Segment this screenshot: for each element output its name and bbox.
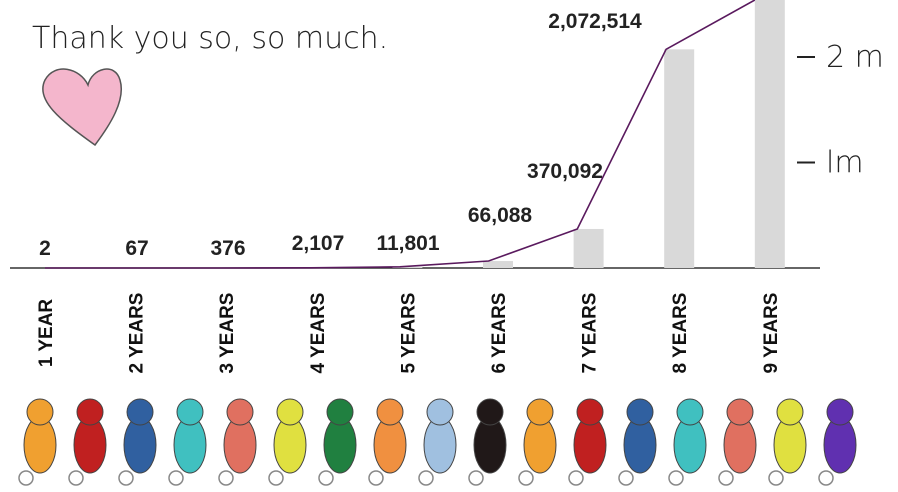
heart bbox=[42, 68, 122, 147]
cat-head bbox=[576, 398, 604, 426]
x-tick-label: 2 YEARS bbox=[127, 293, 148, 374]
cat-tail bbox=[618, 470, 634, 486]
x-tick-label: 1 YEAR bbox=[36, 299, 57, 368]
value-label: 376 bbox=[210, 237, 245, 260]
cat-head bbox=[826, 398, 854, 426]
message: Thank you so, so much. bbox=[32, 21, 388, 56]
cat-head bbox=[626, 398, 654, 426]
cat-head bbox=[26, 398, 54, 426]
cat-tail bbox=[668, 470, 684, 486]
trend-curve bbox=[45, 0, 756, 269]
cat-tail bbox=[368, 470, 384, 486]
cat-tail bbox=[18, 470, 34, 486]
cat-tail bbox=[768, 470, 784, 486]
cat-head bbox=[776, 398, 804, 426]
value-label: 67 bbox=[125, 237, 148, 260]
cat-tail bbox=[818, 470, 834, 486]
cat-head bbox=[326, 398, 354, 426]
cat-tail bbox=[268, 470, 284, 486]
cat-head bbox=[276, 398, 304, 426]
cat-head bbox=[476, 398, 504, 426]
y-tick-label: lm bbox=[826, 145, 864, 180]
cat-tail bbox=[568, 470, 584, 486]
cat-tail bbox=[68, 470, 84, 486]
cat-tail bbox=[318, 470, 334, 486]
bar bbox=[573, 228, 604, 268]
bar bbox=[392, 266, 423, 268]
value-label: 2,072,514 bbox=[548, 10, 642, 33]
cat-head bbox=[676, 398, 704, 426]
cat-tail bbox=[518, 470, 534, 486]
cat-head bbox=[726, 398, 754, 426]
x-tick-label: 7 YEARS bbox=[580, 293, 601, 374]
cat-head bbox=[526, 398, 554, 426]
value-label: 2,107 bbox=[292, 232, 345, 255]
x-tick-label: 5 YEARS bbox=[398, 293, 419, 374]
cat-head bbox=[226, 398, 254, 426]
value-label: 370,092 bbox=[527, 160, 603, 183]
bar bbox=[754, 0, 785, 268]
cat-head bbox=[176, 398, 204, 426]
value-label: 2 bbox=[39, 237, 51, 260]
cat-border bbox=[18, 398, 857, 486]
cat-tail bbox=[418, 470, 434, 486]
cat-head bbox=[376, 398, 404, 426]
cat-tail bbox=[468, 470, 484, 486]
x-tick-label: 6 YEARS bbox=[489, 293, 510, 374]
cat-tail bbox=[718, 470, 734, 486]
bar bbox=[483, 261, 513, 268]
cat-head bbox=[76, 398, 104, 426]
bar bbox=[664, 49, 695, 269]
cat-head bbox=[126, 398, 154, 426]
value-label: 11,801 bbox=[376, 232, 439, 255]
cat-tail bbox=[118, 470, 134, 486]
x-tick-label: 3 YEARS bbox=[217, 293, 238, 374]
x-tick-label: 9 YEARS bbox=[761, 293, 782, 374]
cat-tail bbox=[218, 470, 234, 486]
value-label: 66,088 bbox=[468, 204, 533, 227]
cat-head bbox=[426, 398, 454, 426]
cat-tail bbox=[168, 470, 184, 486]
x-tick-label: 4 YEARS bbox=[308, 293, 329, 374]
y-tick-label: 2 m bbox=[826, 40, 884, 75]
x-tick-label: 8 YEARS bbox=[670, 293, 691, 374]
